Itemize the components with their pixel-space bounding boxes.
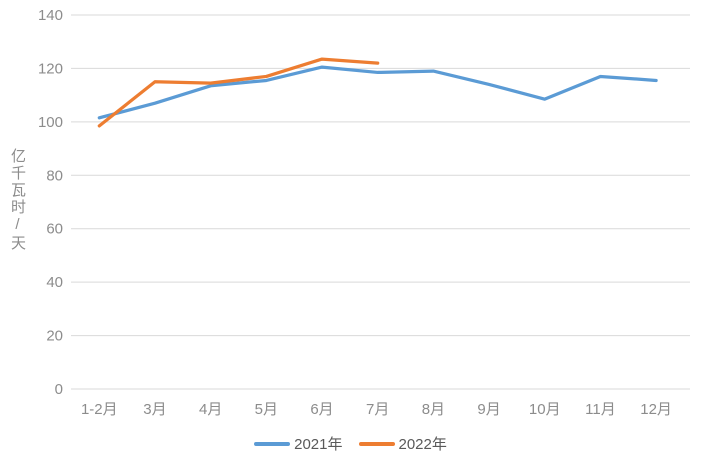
x-tick-label: 5月 (255, 401, 278, 418)
x-tick-label: 4月 (199, 401, 222, 418)
y-tick-label: 140 (38, 7, 63, 24)
series-line-2021年 (97, 65, 658, 120)
y-tick-label: 20 (46, 328, 63, 345)
line-chart-plot: 0 20 40 60 80 100 120 140 1-2月 3月 4月 5月 6月 7月 8月 9月 10月 1… (38, 7, 690, 418)
y-tick-label: 40 (46, 274, 63, 291)
series-line-2022年 (97, 57, 380, 128)
x-tick-label: 7月 (366, 401, 389, 418)
x-tick-label: 12月 (640, 401, 672, 418)
legend-swatch-2021-icon (254, 441, 291, 446)
legend-item-2022: 2022年 (358, 433, 447, 454)
legend: 2021年 2022年 (0, 433, 701, 454)
legend-label-2022: 2022年 (398, 436, 447, 453)
legend-swatch-2022-icon (358, 441, 395, 446)
x-tick-label: 1-2月 (81, 401, 118, 418)
y-tick-label: 100 (38, 114, 63, 131)
x-tick-label: 6月 (310, 401, 333, 418)
y-tick-label: 0 (55, 381, 63, 398)
y-axis-title: 亿千瓦时/天 (9, 148, 26, 252)
x-tick-label: 9月 (477, 401, 500, 418)
y-tick-label: 60 (46, 221, 63, 238)
x-tick-label: 8月 (422, 401, 445, 418)
legend-label-2021: 2021年 (294, 436, 343, 453)
x-tick-label: 11月 (585, 401, 616, 418)
y-tick-label: 80 (46, 167, 63, 184)
x-tick-label: 3月 (143, 401, 166, 418)
y-tick-label: 120 (38, 60, 63, 77)
legend-item-2021: 2021年 (254, 433, 343, 454)
x-tick-label: 10月 (529, 401, 561, 418)
